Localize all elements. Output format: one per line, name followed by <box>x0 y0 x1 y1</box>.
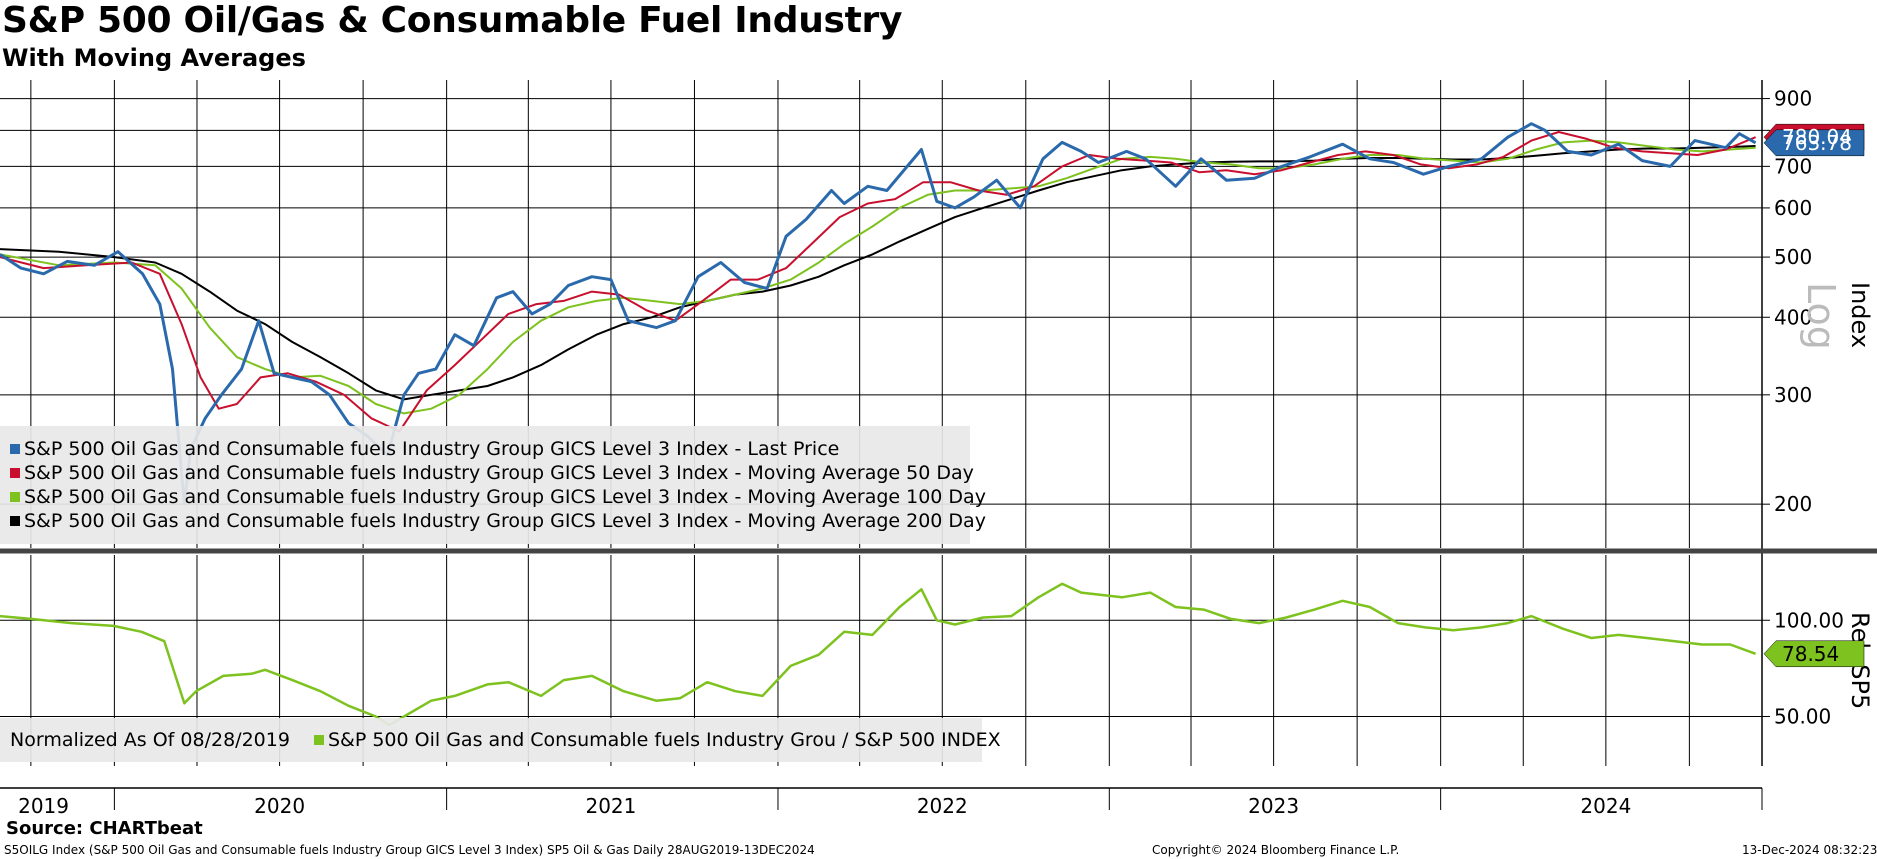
y-tick-label: 200 <box>1774 492 1812 516</box>
series-line-ma200 <box>0 145 1756 401</box>
relative-legend: Normalized As Of 08/28/2019 S&P 500 Oil … <box>0 718 1001 762</box>
price-legend: S&P 500 Oil Gas and Consumable fuels Ind… <box>0 426 986 544</box>
x-year-label: 2020 <box>254 794 305 818</box>
legend-swatch-price <box>10 444 20 454</box>
x-year-label: 2023 <box>1248 794 1299 818</box>
y-tick-label: 500 <box>1774 245 1812 269</box>
source-label: Source: CHARTbeat <box>6 818 203 839</box>
chart-title: S&P 500 Oil/Gas & Consumable Fuel Indust… <box>2 0 903 41</box>
legend-label-price: S&P 500 Oil Gas and Consumable fuels Ind… <box>24 438 840 460</box>
last-value-ma50-tag: 780.04 <box>1782 125 1852 150</box>
legend-swatch-ma100 <box>10 492 20 502</box>
y-tick-label: 400 <box>1774 305 1812 329</box>
last-value-price-tag: 763.78 <box>1782 130 1852 155</box>
legend-item-price: S&P 500 Oil Gas and Consumable fuels Ind… <box>10 438 839 460</box>
legend-swatch-ma50 <box>10 468 20 478</box>
series-line-rel <box>0 582 1757 727</box>
legend-label-ma100: S&P 500 Oil Gas and Consumable fuels Ind… <box>24 486 986 508</box>
x-year-label: 2021 <box>585 794 636 818</box>
tag-price-shape <box>1763 129 1865 157</box>
chart-subtitle: With Moving Averages <box>2 44 306 72</box>
legend-item-ma100: S&P 500 Oil Gas and Consumable fuels Ind… <box>10 486 986 508</box>
x-year-label: 2019 <box>18 794 69 818</box>
series-line-ma50 <box>0 131 1756 433</box>
y-tick-label: 600 <box>1774 196 1812 220</box>
tag-rel-shape <box>1763 640 1865 668</box>
rel-y-tick-label: 100.00 <box>1774 608 1844 632</box>
log-scale-label: Log <box>1799 282 1843 350</box>
last-value-rel-tag: 78.54 <box>1782 641 1840 666</box>
y-tick-label: 700 <box>1774 154 1812 178</box>
legend-item-ma50: S&P 500 Oil Gas and Consumable fuels Ind… <box>10 462 974 484</box>
series-line-ma100 <box>0 139 1756 415</box>
copyright-footnote: Copyright© 2024 Bloomberg Finance L.P. <box>1152 843 1400 857</box>
legend-label-ma200: S&P 500 Oil Gas and Consumable fuels Ind… <box>24 510 986 532</box>
y-tick-label: 300 <box>1774 383 1812 407</box>
series-line-price <box>0 122 1757 506</box>
legend-label-ma50: S&P 500 Oil Gas and Consumable fuels Ind… <box>24 462 974 484</box>
y-axis-title: Index <box>1846 282 1874 348</box>
x-year-label: 2024 <box>1580 794 1631 818</box>
rel-y-tick-label: 50.00 <box>1774 704 1831 728</box>
legend-swatch-ma200 <box>10 516 20 526</box>
legend-item-rel: Normalized As Of 08/28/2019 S&P 500 Oil … <box>10 729 1001 751</box>
normalized-label: Normalized As Of 08/28/2019 <box>10 729 290 751</box>
x-year-label: 2022 <box>917 794 968 818</box>
y-tick-label: 900 <box>1774 87 1812 111</box>
ticker-footnote: S5OILG Index (S&P 500 Oil Gas and Consum… <box>4 843 815 857</box>
timestamp-footnote: 13-Dec-2024 08:32:23 <box>1742 843 1877 857</box>
legend-item-ma200: S&P 500 Oil Gas and Consumable fuels Ind… <box>10 510 986 532</box>
legend-label-rel: S&P 500 Oil Gas and Consumable fuels Ind… <box>327 729 1001 751</box>
legend-swatch-rel <box>313 735 324 745</box>
